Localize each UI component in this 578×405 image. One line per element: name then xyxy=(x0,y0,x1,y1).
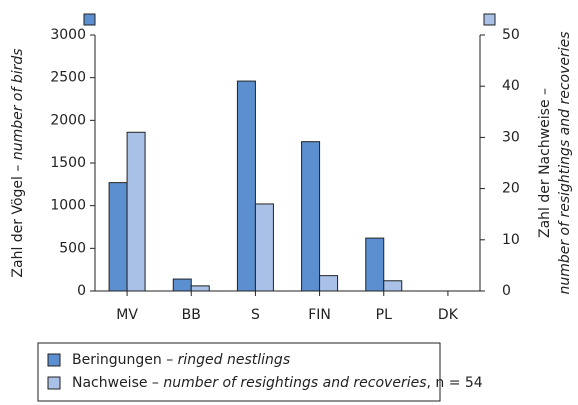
bar xyxy=(319,275,339,292)
y-tick-label: 500 xyxy=(59,240,86,256)
y-axis-key xyxy=(83,13,96,26)
legend-label: Beringungen – ringed nestlings xyxy=(72,352,290,368)
y2-tick-label: 30 xyxy=(502,129,520,145)
y-tick-label: 1000 xyxy=(50,198,86,214)
y2-tick-label: 0 xyxy=(502,283,511,299)
y-tick-label: 1500 xyxy=(50,155,86,171)
bar xyxy=(108,182,128,292)
legend-swatch xyxy=(47,376,61,390)
y2-axis-title: Zahl der Nachweise – number of resighting… xyxy=(537,31,573,294)
y-tick-label: 2500 xyxy=(50,70,86,86)
bar xyxy=(236,80,256,292)
x-tick-label: FIN xyxy=(308,307,331,323)
y-tick-label: 3000 xyxy=(50,27,86,43)
bar xyxy=(254,203,274,292)
bar xyxy=(383,280,403,292)
y2-tick-label: 20 xyxy=(502,181,520,197)
legend-box xyxy=(37,342,441,402)
y-tick-label: 0 xyxy=(77,283,86,299)
legend-swatch xyxy=(47,353,61,367)
x-tick-label: BB xyxy=(182,307,201,323)
legend-label: Nachweise – number of resightings and re… xyxy=(72,375,483,391)
bar xyxy=(301,141,321,292)
bar xyxy=(190,285,210,292)
bar xyxy=(365,237,385,292)
bar xyxy=(172,278,192,292)
y-axis-title: Zahl der Vögel – number of birds xyxy=(10,48,26,277)
y2-tick-label: 10 xyxy=(502,232,520,248)
x-tick-label: MV xyxy=(116,307,138,323)
x-tick-label: PL xyxy=(376,307,392,323)
y2-tick-label: 40 xyxy=(502,78,520,94)
x-tick-label: DK xyxy=(438,307,459,323)
x-tick-label: S xyxy=(251,307,260,323)
y2-axis-key xyxy=(483,13,496,26)
y-tick-label: 2000 xyxy=(50,112,86,128)
y2-tick-label: 50 xyxy=(502,27,520,43)
bar xyxy=(126,131,146,292)
